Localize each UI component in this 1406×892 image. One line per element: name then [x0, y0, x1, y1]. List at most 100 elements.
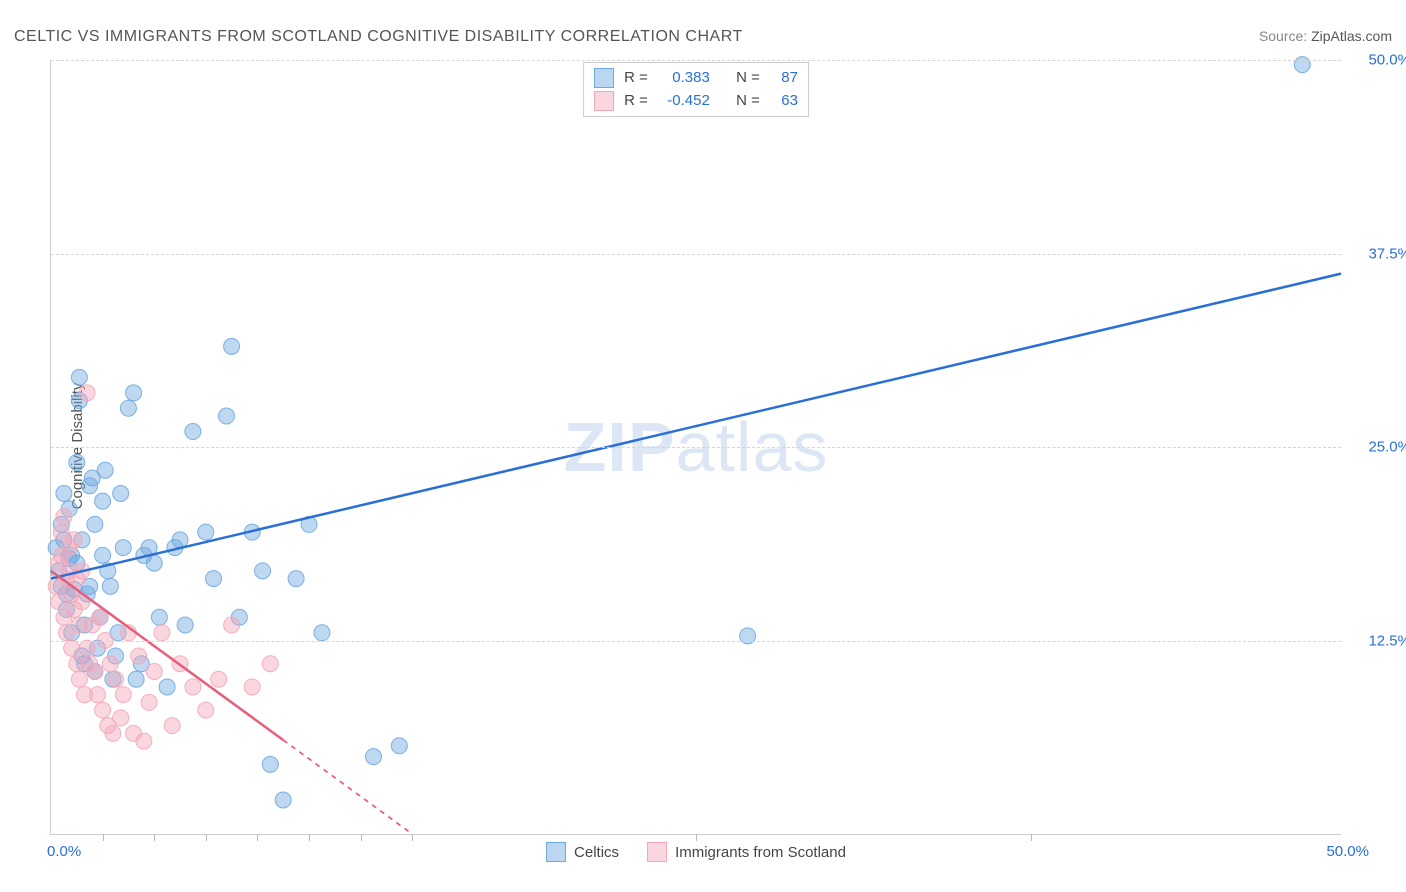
- r-label: R =: [624, 90, 648, 113]
- y-tick-label: 12.5%: [1351, 632, 1406, 649]
- scatter-point: [146, 555, 162, 571]
- source-label: Source:: [1259, 28, 1307, 44]
- scatter-point: [314, 625, 330, 641]
- grid-line: [51, 641, 1341, 642]
- scatter-point: [97, 462, 113, 478]
- n-value: 87: [770, 67, 798, 90]
- scatter-point: [136, 733, 152, 749]
- n-label: N =: [736, 90, 760, 113]
- scatter-point: [71, 671, 87, 687]
- scatter-point: [288, 571, 304, 587]
- scatter-point: [262, 656, 278, 672]
- scatter-point: [102, 578, 118, 594]
- scatter-point: [185, 679, 201, 695]
- x-minor-tick: [309, 834, 310, 841]
- grid-line: [51, 60, 1341, 61]
- source-attribution: Source: ZipAtlas.com: [1259, 28, 1392, 44]
- scatter-point: [198, 524, 214, 540]
- r-value: -0.452: [658, 90, 710, 113]
- scatter-point: [128, 671, 144, 687]
- y-tick-label: 50.0%: [1351, 52, 1406, 69]
- x-minor-tick: [361, 834, 362, 841]
- grid-line: [51, 254, 1341, 255]
- scatter-point: [131, 648, 147, 664]
- scatter-point: [95, 702, 111, 718]
- x-minor-tick: [154, 834, 155, 841]
- scatter-point: [115, 687, 131, 703]
- x-minor-tick: [103, 834, 104, 841]
- legend-item: Immigrants from Scotland: [647, 842, 846, 862]
- scatter-point: [198, 702, 214, 718]
- scatter-point: [95, 493, 111, 509]
- stats-row: R = 0.383 N = 87: [594, 67, 798, 90]
- x-minor-tick: [206, 834, 207, 841]
- scatter-point: [224, 338, 240, 354]
- scatter-point: [151, 609, 167, 625]
- source-value: ZipAtlas.com: [1311, 28, 1392, 44]
- grid-line: [51, 447, 1341, 448]
- scatter-point: [177, 617, 193, 633]
- scatter-point: [56, 485, 72, 501]
- plot-area: ZIPatlas R =0.383 N =87R =-0.452 N =63 0…: [50, 60, 1341, 835]
- n-label: N =: [736, 67, 760, 90]
- scatter-point: [108, 671, 124, 687]
- scatter-point: [224, 617, 240, 633]
- scatter-point: [87, 516, 103, 532]
- scatter-point: [255, 563, 271, 579]
- x-minor-tick: [1031, 834, 1032, 841]
- legend-swatch: [546, 842, 566, 862]
- scatter-point: [141, 694, 157, 710]
- scatter-point: [71, 369, 87, 385]
- scatter-point: [113, 485, 129, 501]
- scatter-point: [262, 756, 278, 772]
- chart-title: CELTIC VS IMMIGRANTS FROM SCOTLAND COGNI…: [14, 28, 743, 46]
- x-tick-max: 50.0%: [1326, 843, 1369, 860]
- scatter-point: [79, 640, 95, 656]
- r-value: 0.383: [658, 67, 710, 90]
- scatter-point: [164, 718, 180, 734]
- x-minor-tick: [257, 834, 258, 841]
- x-minor-tick: [696, 834, 697, 841]
- scatter-point: [120, 400, 136, 416]
- scatter-point: [218, 408, 234, 424]
- scatter-point: [146, 663, 162, 679]
- r-label: R =: [624, 67, 648, 90]
- stats-legend-box: R = 0.383 N = 87 R = -0.452 N = 63: [583, 62, 809, 117]
- scatter-point: [115, 540, 131, 556]
- trend-line-extrapolated: [283, 740, 412, 834]
- scatter-point: [87, 663, 103, 679]
- scatter-point: [244, 679, 260, 695]
- scatter-point: [56, 509, 72, 525]
- legend-item: Celtics: [546, 842, 619, 862]
- chart-container: CELTIC VS IMMIGRANTS FROM SCOTLAND COGNI…: [0, 0, 1406, 892]
- scatter-point: [102, 656, 118, 672]
- legend-label: Celtics: [574, 844, 619, 861]
- trend-line: [51, 274, 1341, 579]
- n-value: 63: [770, 90, 798, 113]
- scatter-point: [69, 454, 85, 470]
- x-tick-origin: 0.0%: [47, 843, 81, 860]
- scatter-point: [113, 710, 129, 726]
- scatter-point: [154, 625, 170, 641]
- scatter-point: [95, 547, 111, 563]
- scatter-point: [126, 385, 142, 401]
- scatter-point: [159, 679, 175, 695]
- scatter-point: [66, 532, 82, 548]
- scatter-point: [206, 571, 222, 587]
- legend-swatch: [594, 68, 614, 88]
- scatter-point: [391, 738, 407, 754]
- scatter-point: [89, 687, 105, 703]
- scatter-point: [366, 749, 382, 765]
- scatter-point: [185, 424, 201, 440]
- scatter-point: [79, 385, 95, 401]
- scatter-point: [275, 792, 291, 808]
- scatter-point: [64, 640, 80, 656]
- scatter-point: [211, 671, 227, 687]
- y-tick-label: 37.5%: [1351, 245, 1406, 262]
- legend-label: Immigrants from Scotland: [675, 844, 846, 861]
- x-minor-tick: [412, 834, 413, 841]
- legend-swatch: [594, 91, 614, 111]
- scatter-point: [105, 725, 121, 741]
- bottom-legend: Celtics Immigrants from Scotland: [546, 842, 846, 862]
- legend-swatch: [647, 842, 667, 862]
